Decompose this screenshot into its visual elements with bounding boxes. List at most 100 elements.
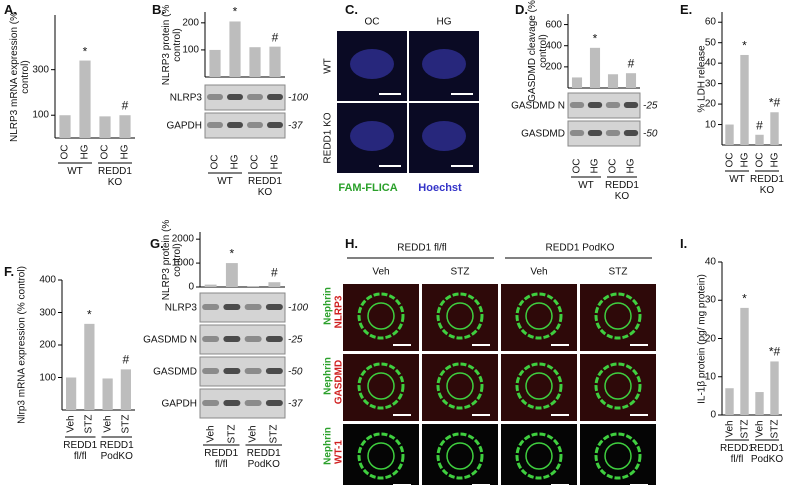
column-label: Veh: [530, 266, 548, 278]
bar: [102, 378, 113, 410]
y-tick-label: 20: [704, 98, 716, 110]
bar: [268, 282, 281, 287]
group-label: REDD1 PodKO: [750, 443, 784, 465]
background-stain: [422, 354, 498, 421]
bar: [755, 134, 764, 145]
stain-label: GASDMD: [333, 359, 345, 405]
blot-band: [265, 336, 283, 342]
panel-label: F.: [4, 264, 15, 279]
micrograph: [343, 424, 419, 485]
bar: [725, 124, 734, 145]
blot-label: GASDMD N: [143, 334, 197, 346]
bar: [571, 77, 583, 88]
glomerulus-inner: [367, 442, 395, 470]
stain-label: Hoechst: [418, 182, 462, 194]
nuclei: [422, 121, 466, 151]
group-label: REDD1 fl/fl: [397, 242, 447, 254]
bar: [247, 286, 260, 287]
molecular-weight: -100: [288, 92, 309, 104]
significance-mark: #: [756, 118, 763, 133]
glomerulus: [594, 292, 642, 340]
group-label: REDD1 fl/fl: [204, 448, 239, 470]
bar: [59, 115, 71, 138]
y-tick-label: 50: [704, 37, 716, 49]
blot-band: [223, 400, 241, 406]
panel-label: A.: [4, 2, 17, 17]
stain-label: Nephrin: [322, 357, 334, 395]
x-tick-label: STZ: [226, 424, 238, 444]
bar: [120, 369, 131, 410]
micrograph: [422, 284, 498, 351]
significance-mark: #: [271, 30, 279, 45]
glomerulus: [436, 292, 484, 340]
glomerulus: [357, 292, 405, 340]
glomerulus-inner: [525, 372, 553, 400]
bar: [740, 54, 749, 145]
bar: [209, 49, 221, 77]
blot-band: [569, 130, 585, 136]
x-tick-label: STZ: [120, 414, 132, 434]
micrograph: [580, 354, 656, 421]
blot-band: [265, 400, 283, 406]
significance-mark: *#: [768, 344, 781, 359]
y-axis-label: Nlrp3 mRNA expression (% control): [16, 266, 28, 424]
column-label: STZ: [608, 266, 628, 278]
background-stain: [422, 284, 498, 351]
bar: [229, 21, 241, 78]
y-tick-label: 10: [704, 371, 716, 383]
panel-label: H.: [345, 236, 358, 251]
x-tick-label: HG: [119, 144, 131, 160]
bar: [725, 388, 734, 415]
bar: [84, 323, 95, 410]
molecular-weight: -25: [288, 334, 303, 346]
y-tick-label: 400: [545, 40, 562, 52]
x-tick-label: Veh: [754, 420, 765, 438]
y-tick-label: 30: [704, 78, 716, 90]
row-label: WT: [322, 58, 334, 74]
blot-label: GASDMD: [521, 128, 565, 140]
y-tick-label: 1000: [171, 257, 194, 269]
panel-label: G.: [150, 236, 164, 251]
x-tick-label: STZ: [268, 424, 280, 444]
glomerulus-inner: [525, 442, 553, 470]
blot-band: [587, 130, 603, 136]
y-axis-label: NLRP3 protein (% control): [161, 4, 183, 85]
bar: [225, 263, 238, 287]
x-tick-label: STZ: [739, 419, 750, 439]
group-label: WT: [729, 174, 745, 185]
glomerulus: [515, 292, 563, 340]
group-label: REDD1 fl/fl: [720, 443, 754, 465]
blot-label: NLRP3: [164, 302, 197, 314]
significance-mark: *: [229, 246, 235, 261]
y-tick-label: 300: [32, 64, 49, 76]
blot-band: [247, 122, 263, 128]
molecular-weight: -100: [288, 302, 309, 314]
micrograph: [422, 424, 498, 485]
y-tick-label: 300: [39, 307, 56, 318]
glomerulus-inner: [367, 302, 395, 330]
panel-label: D.: [515, 2, 528, 17]
bar: [755, 392, 764, 415]
blot-band: [202, 368, 220, 374]
blot-label: NLRP3: [169, 92, 202, 104]
x-tick-label: HG: [769, 152, 780, 168]
glomerulus-inner: [446, 442, 474, 470]
stain-label: Nephrin: [322, 287, 334, 325]
blot-band: [223, 368, 241, 374]
group-label: REDD1 KO: [248, 176, 282, 198]
blot-band: [265, 304, 283, 310]
y-tick-label: 0: [188, 281, 194, 293]
x-tick-label: Veh: [247, 425, 259, 443]
bar: [79, 60, 91, 138]
significance-mark: #: [121, 98, 129, 113]
significance-mark: *: [742, 38, 747, 53]
blot-band: [605, 130, 621, 136]
row-label: REDD1 KO: [322, 112, 334, 164]
bar: [607, 74, 619, 88]
significance-mark: *: [742, 291, 747, 306]
glomerulus: [436, 432, 484, 480]
micrograph: [580, 284, 656, 351]
blot-band: [202, 400, 220, 406]
micrograph: [501, 424, 577, 485]
